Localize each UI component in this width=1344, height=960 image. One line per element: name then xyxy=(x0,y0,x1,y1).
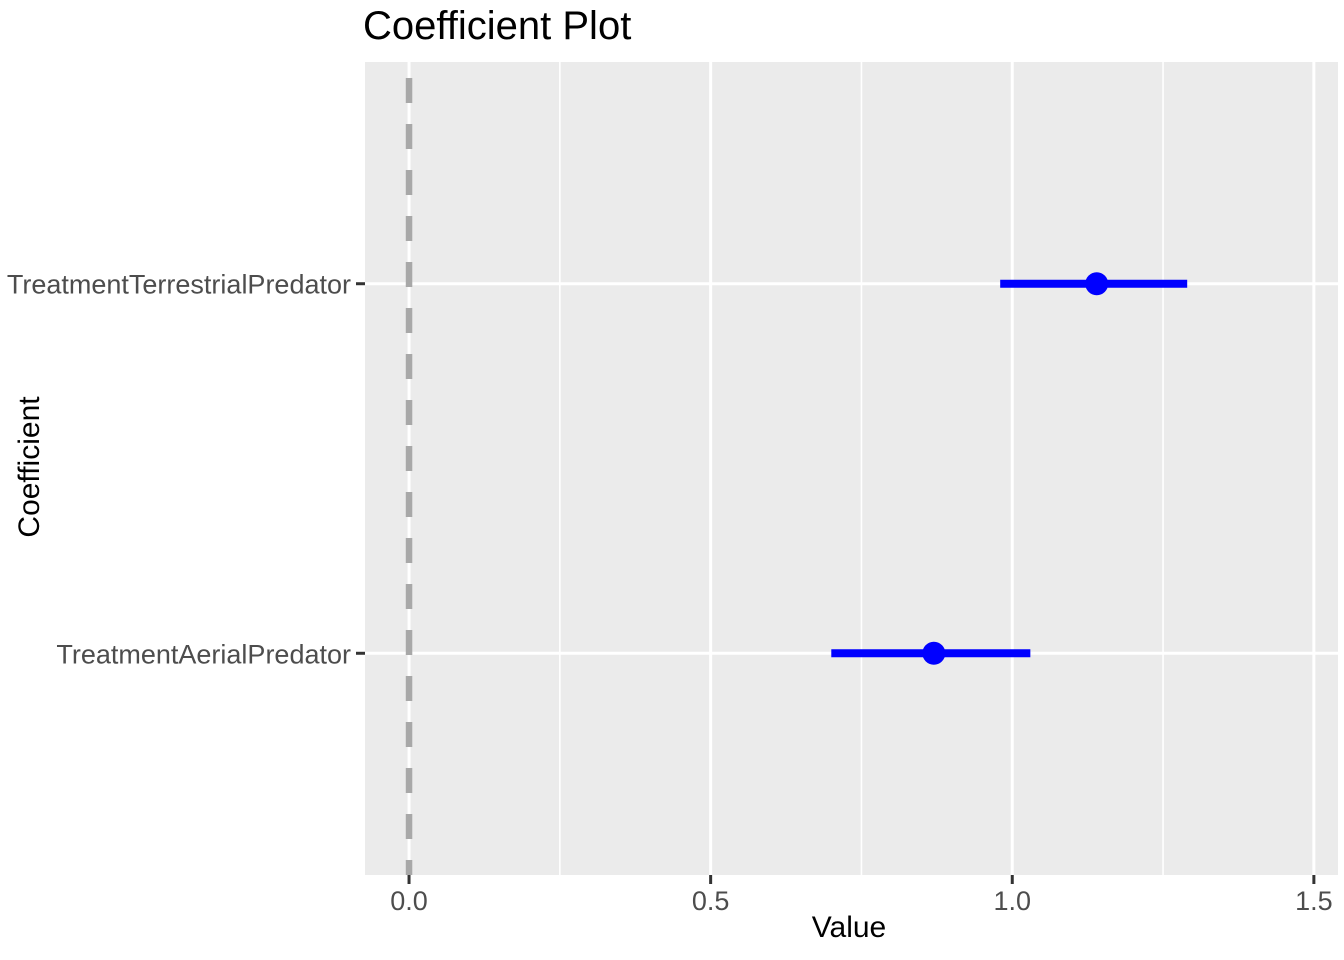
point-estimate xyxy=(1085,272,1109,296)
y-tick-label: TreatmentTerrestrialPredator xyxy=(7,270,351,300)
point-estimate xyxy=(922,641,946,665)
chart-title: Coefficient Plot xyxy=(363,4,632,48)
x-tick-label: 0.5 xyxy=(692,886,730,916)
x-axis-title: Value xyxy=(811,911,887,944)
panel-background xyxy=(365,62,1338,875)
x-tick-label: 0.0 xyxy=(390,886,428,916)
x-tick-label: 1.0 xyxy=(993,886,1031,916)
x-tick-label: 1.5 xyxy=(1295,886,1333,916)
y-tick-label: TreatmentAerialPredator xyxy=(56,639,351,669)
y-axis-title: Coefficient xyxy=(13,396,46,538)
